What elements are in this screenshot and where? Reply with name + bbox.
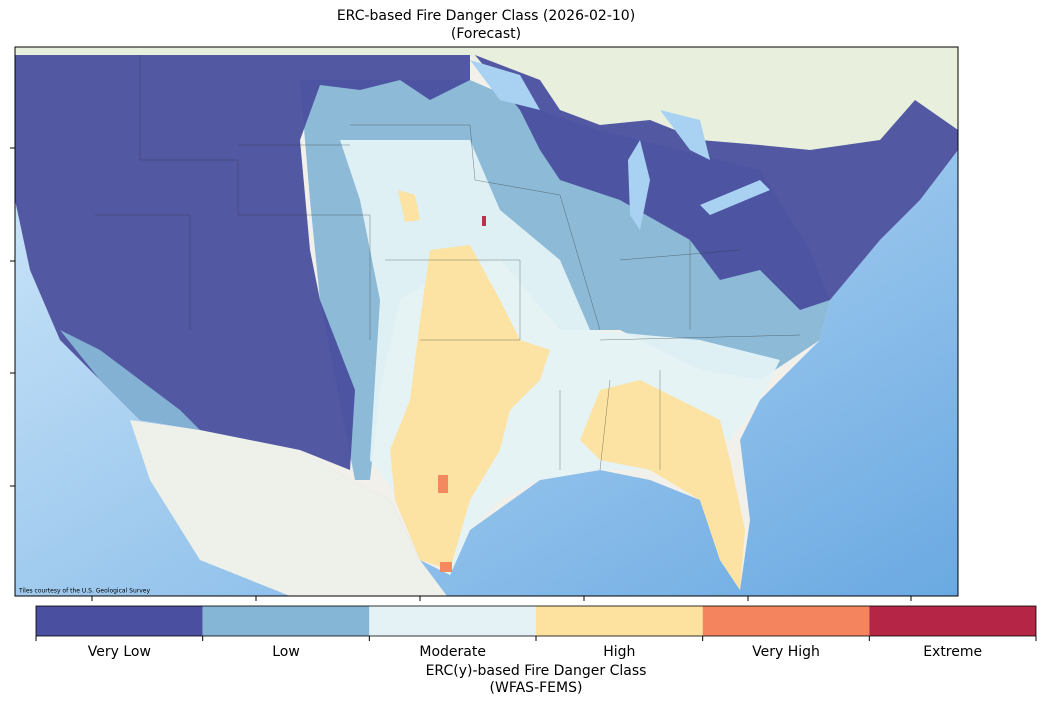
- lake-huron: [660, 110, 710, 160]
- colorbar-segment: [536, 606, 703, 636]
- zone-high: [580, 380, 745, 590]
- colorbar-class-label: Very Low: [88, 644, 151, 660]
- lake-erie: [700, 180, 770, 215]
- colorbar-class-label: Low: [272, 644, 300, 660]
- colorbar-segment: [36, 606, 203, 636]
- attribution: Tiles courtesy of the U.S. Geological Su…: [18, 588, 150, 595]
- map-frame: [14, 46, 959, 597]
- subtitle: (Forecast): [451, 26, 521, 42]
- lake-michigan: [628, 140, 650, 230]
- colorbar-segment: [869, 606, 1036, 636]
- colorbar-class-label: Extreme: [923, 644, 982, 660]
- canada: [15, 47, 958, 150]
- colorbar-class-label: Very High: [752, 644, 820, 660]
- zone-high: [390, 245, 550, 570]
- lake-superior: [470, 60, 540, 110]
- zone-very-high: [440, 562, 452, 572]
- zone-low: [60, 330, 200, 430]
- zone-very-low: [475, 55, 958, 310]
- colorbar-class-label: Moderate: [419, 644, 486, 660]
- colorbar-segment: [702, 606, 870, 636]
- axis-ticks: [10, 147, 912, 601]
- colorbar-label: (WFAS-FEMS): [490, 680, 583, 696]
- zone-extreme: [482, 216, 486, 226]
- colorbar-frame: [35, 605, 1037, 637]
- colorbar-segment: [369, 606, 536, 636]
- zone-high: [398, 190, 420, 222]
- colorbar-label: ERC(y)-based Fire Danger Class: [426, 663, 647, 679]
- colorbar-class-label: High: [603, 644, 635, 660]
- colorbar-segment: [202, 606, 370, 636]
- mexico: [130, 420, 447, 596]
- state-borders: [95, 55, 801, 471]
- title: ERC-based Fire Danger Class (2026-02-10): [337, 8, 635, 24]
- zone-very-low: [15, 55, 470, 470]
- zone-very-high: [438, 475, 448, 493]
- colorbar: Very Low Low Moderate High Very High Extreme: [35, 606, 1037, 660]
- map: Tiles courtesy of the U.S. Geological Su…: [15, 47, 958, 596]
